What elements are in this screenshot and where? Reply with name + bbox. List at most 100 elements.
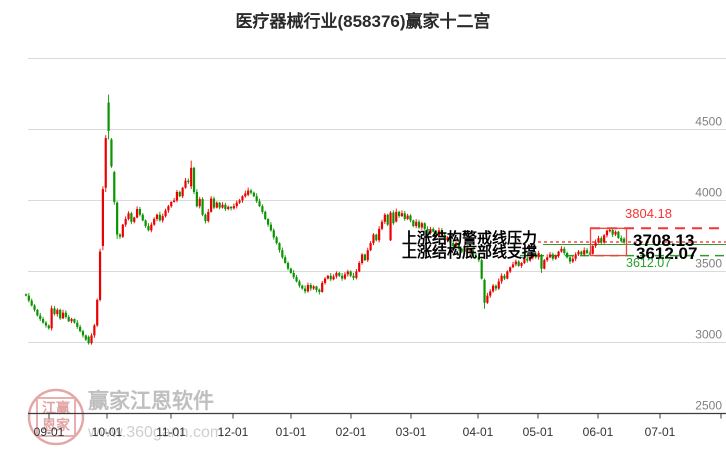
candle [98,248,102,302]
candle [306,282,310,293]
candle [190,160,193,190]
candle [571,256,574,263]
warning-value-label: 3708.13 [633,231,694,250]
candle [204,213,207,224]
candle [161,213,164,223]
candle [301,284,304,290]
candle [386,213,389,227]
candle [315,285,318,293]
candle [252,191,255,198]
candle [130,211,133,225]
watermark-url-text: www.360gann.com [87,424,223,441]
candle [474,253,478,259]
candle [44,321,48,328]
candle [543,259,546,270]
candle [218,201,221,210]
candle [64,310,67,319]
candle [523,256,526,265]
candle [150,222,153,233]
annotations: 上涨结构警戒线压力 上涨结构底部线支撑 3804.18 3708.13 3612… [402,206,697,270]
month-label: 04-01 [463,425,494,439]
candle [298,279,301,288]
candle [292,270,295,280]
candle [611,228,614,237]
candle [520,262,523,268]
candle [201,197,204,217]
candle [181,186,184,199]
candle [36,308,39,317]
candle [477,255,480,262]
candle [494,284,498,291]
month-label: 10-01 [92,425,123,439]
candle [375,233,378,242]
candle [312,285,315,290]
candle [355,269,358,280]
candle [289,267,292,274]
month-label: 09-01 [34,425,65,439]
candle [247,187,250,197]
candle [546,254,549,262]
stamp-text-row1: 江赢 [42,400,70,416]
stamp-circle-icon [27,388,85,446]
candle [153,217,156,226]
candle [195,189,198,208]
candle [554,254,557,260]
candle [620,235,623,243]
candle [53,306,56,316]
candle [61,309,65,320]
candle [39,312,42,322]
candle [127,211,130,221]
candle [435,230,438,238]
candle [403,210,406,221]
candle [489,289,492,298]
candle [215,201,218,209]
candle [349,270,352,278]
candle [295,274,298,283]
candle [27,293,30,303]
candle [70,317,73,324]
candle [76,320,79,329]
candle [580,250,583,256]
candle [583,247,586,257]
candle [617,230,620,239]
candle [566,251,569,259]
candle [460,248,463,254]
candle [423,222,426,231]
candle [360,253,364,265]
candle [395,208,398,223]
candle [238,198,241,205]
candle [133,216,136,224]
candle [221,202,224,209]
candle [141,213,144,222]
candle [178,190,181,198]
support-annotation-label: 上涨结构底部线支撑 [402,243,537,261]
candle [594,239,597,248]
candle [113,170,116,205]
watermark-brand-text: 赢家江恩软件 [88,389,214,413]
candle [138,206,142,217]
resistance-value-label: 3804.18 [625,206,672,221]
candle [389,211,392,241]
candle [175,189,179,203]
candle [568,256,572,264]
candle [198,196,201,209]
candle [96,298,99,327]
candle [167,204,170,213]
candle [400,210,404,217]
stamp-square-icon [36,397,76,437]
candle [454,241,458,248]
candle [258,198,261,208]
candle [537,250,540,260]
candle [597,235,600,244]
candle [286,261,290,271]
candle [446,236,449,243]
candle [531,253,535,260]
month-label: 05-01 [523,425,554,439]
candle [383,213,386,225]
candle [269,222,273,232]
candle [261,204,264,214]
candle [121,223,124,238]
candle [124,216,127,227]
candle [343,272,347,280]
candle [241,195,244,203]
